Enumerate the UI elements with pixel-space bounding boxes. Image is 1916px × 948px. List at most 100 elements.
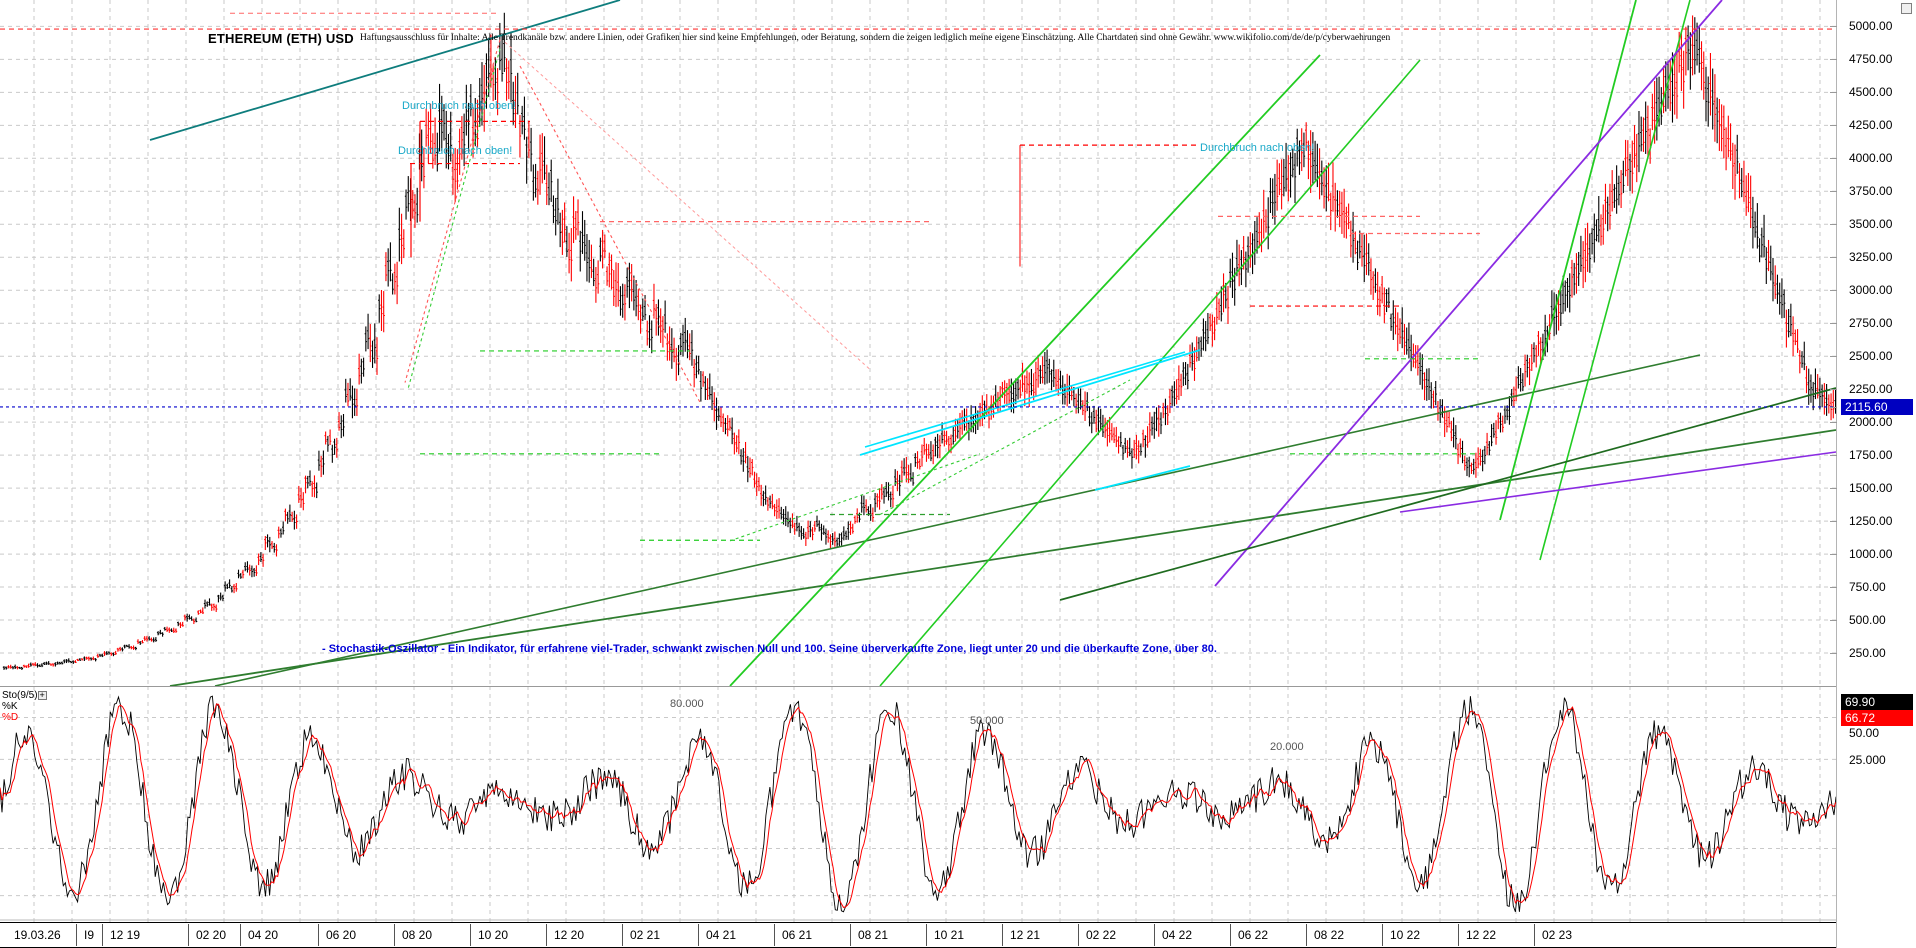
indicator-name: Sto(9/5) xyxy=(2,690,38,701)
time-tick-separator xyxy=(188,924,189,946)
time-tick-label: 02 22 xyxy=(1086,928,1117,942)
time-tick-label: 02 21 xyxy=(630,928,661,942)
axis-tick xyxy=(1830,26,1837,28)
time-tick-label: 08 21 xyxy=(858,928,889,942)
axis-tick xyxy=(1830,422,1837,424)
indicator-k-label: %K xyxy=(2,701,18,712)
time-tick-label: 10 22 xyxy=(1390,928,1421,942)
price-tick-label: 2500.00 xyxy=(1849,349,1893,364)
time-tick-separator xyxy=(470,924,471,946)
time-tick-separator xyxy=(1306,924,1307,946)
time-tick-label: 12 21 xyxy=(1010,928,1041,942)
axis-tick xyxy=(1830,92,1837,94)
price-axis[interactable]: 5000.00 4750.00 4500.00 4250.00 4000.00 3750.… xyxy=(1830,0,1916,948)
price-tick-label: 4750.00 xyxy=(1849,52,1893,67)
time-tick-separator xyxy=(240,924,241,946)
price-tick-label: 3500.00 xyxy=(1849,217,1893,232)
price-tick-label: 2250.00 xyxy=(1849,382,1893,397)
axis-tick xyxy=(1830,620,1837,622)
time-tick-separator xyxy=(774,924,775,946)
price-tick-label: 1000.00 xyxy=(1849,547,1893,562)
axis-tick xyxy=(1830,653,1837,655)
price-tick-label: 5000.00 xyxy=(1849,19,1893,34)
axis-tick xyxy=(1830,125,1837,127)
annotation-label: Durchbruch nach oben! xyxy=(398,145,513,157)
time-tick-separator xyxy=(1002,924,1003,946)
time-tick-label: 06 22 xyxy=(1238,928,1269,942)
indicator-name-row[interactable]: Sto(9/5) + xyxy=(2,690,47,701)
price-tick-label: 3250.00 xyxy=(1849,250,1893,265)
time-tick-separator xyxy=(1382,924,1383,946)
price-tick-label: 4000.00 xyxy=(1849,151,1893,166)
time-tick-separator xyxy=(622,924,623,946)
time-tick-separator xyxy=(1078,924,1079,946)
price-tick-label: 750.00 xyxy=(1849,580,1886,595)
time-tick-label: 08 20 xyxy=(402,928,433,942)
stochastic-tick-25: 25.000 xyxy=(1849,753,1886,767)
axis-tick xyxy=(1830,290,1837,292)
time-tick-separator xyxy=(698,924,699,946)
time-tick-label: 06 21 xyxy=(782,928,813,942)
price-chart-pane[interactable] xyxy=(0,0,1836,686)
time-tick-label: 02 20 xyxy=(196,928,227,942)
stochastic-tick-50: 50.00 xyxy=(1849,726,1880,740)
time-tick-label: 12 22 xyxy=(1466,928,1497,942)
axis-tick xyxy=(1830,455,1837,457)
axis-tick xyxy=(1830,59,1837,61)
stochastic-d-value: 66.72 xyxy=(1841,710,1913,726)
time-tick-label: 02 23 xyxy=(1542,928,1573,942)
price-tick-label: 2750.00 xyxy=(1849,316,1893,331)
time-tick-separator xyxy=(102,924,103,946)
time-axis[interactable]: 19.03.26 I9 12 19 02 20 04 20 06 20 08 20 10 20… xyxy=(0,922,1836,948)
price-tick-label: 500.00 xyxy=(1849,613,1886,628)
price-chart-svg xyxy=(0,0,1836,686)
stochastic-level-label: 50.000 xyxy=(970,715,1004,727)
time-tick-separator xyxy=(1534,924,1535,946)
axis-tick xyxy=(1830,323,1837,325)
plus-box-icon[interactable]: + xyxy=(37,689,47,700)
time-tick-separator xyxy=(76,924,77,946)
price-tick-label: 4500.00 xyxy=(1849,85,1893,100)
time-tick-label: 10 20 xyxy=(478,928,509,942)
axis-tick xyxy=(1830,191,1837,193)
stochastic-level-label: 20.000 xyxy=(1270,741,1304,753)
time-tick-separator xyxy=(318,924,319,946)
axis-tick xyxy=(1830,406,1837,408)
time-tick-label: 10 21 xyxy=(934,928,965,942)
time-tick-separator xyxy=(394,924,395,946)
time-tick-label: 12 20 xyxy=(554,928,585,942)
stochastic-svg xyxy=(0,686,1836,948)
time-tick-separator xyxy=(926,924,927,946)
axis-tick xyxy=(1830,488,1837,490)
time-tick-separator xyxy=(1458,924,1459,946)
time-tick-label: 04 21 xyxy=(706,928,737,942)
stochastic-caption: - Stochastik-Oszillator - Ein Indikator,… xyxy=(322,643,1217,655)
indicator-legend[interactable]: Sto(9/5) + %K %D xyxy=(2,690,47,723)
price-tick-label: 3000.00 xyxy=(1849,283,1893,298)
restore-box-icon[interactable] xyxy=(1901,3,1912,14)
stochastic-k-value: 69.90 xyxy=(1841,694,1913,710)
axis-tick xyxy=(1830,521,1837,523)
axis-tick xyxy=(1830,554,1837,556)
price-tick-label: 2000.00 xyxy=(1849,415,1893,430)
price-tick-label: 250.00 xyxy=(1849,646,1886,661)
time-tick-label: 19.03.26 xyxy=(14,928,61,942)
time-tick-label: 04 22 xyxy=(1162,928,1193,942)
stochastic-pane[interactable] xyxy=(0,686,1836,948)
time-tick-label: I9 xyxy=(84,928,95,942)
axis-tick xyxy=(1830,257,1837,259)
time-tick-separator xyxy=(1154,924,1155,946)
indicator-d-label: %D xyxy=(2,712,19,723)
axis-tick xyxy=(1830,158,1837,160)
price-tick-label: 3750.00 xyxy=(1849,184,1893,199)
time-tick-label: 08 22 xyxy=(1314,928,1345,942)
disclaimer-text: Haftungsausschluss für Inhalte: Alle Tre… xyxy=(360,33,1391,43)
time-tick-separator xyxy=(1230,924,1231,946)
axis-tick xyxy=(1830,224,1837,226)
axis-tick xyxy=(1830,389,1837,391)
time-tick-label: 04 20 xyxy=(248,928,279,942)
axis-tick xyxy=(1830,356,1837,358)
price-tick-label: 4250.00 xyxy=(1849,118,1893,133)
time-tick-label: 12 19 xyxy=(110,928,141,942)
